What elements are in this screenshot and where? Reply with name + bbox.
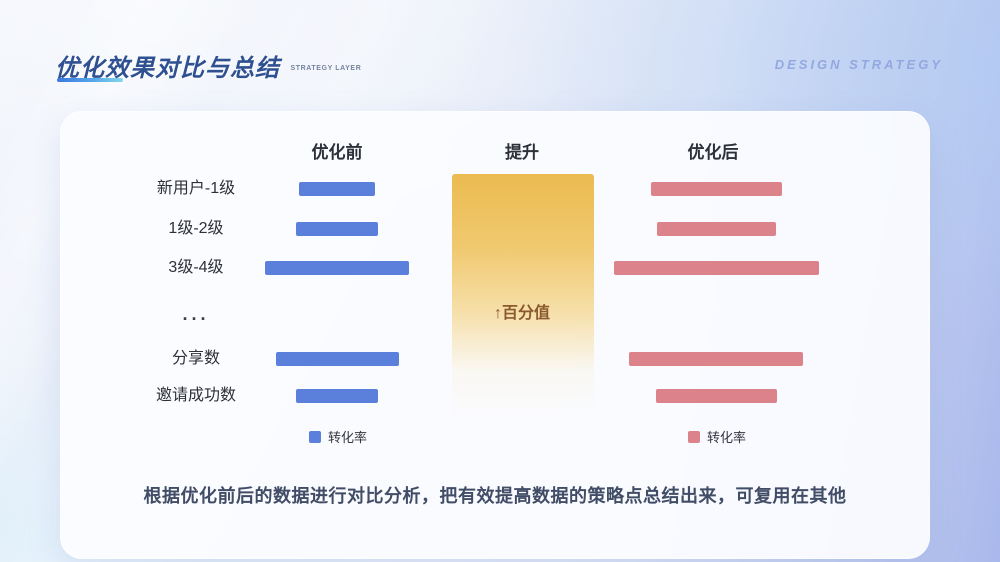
summary-text: 根据优化前后的数据进行对比分析，把有效提高数据的策略点总结出来，可复用在其他 <box>143 486 847 506</box>
legend-label: 转化率 <box>327 430 368 445</box>
column-header-lift: 提升 <box>505 143 539 162</box>
bar-after <box>629 352 803 366</box>
page-title: 优化效果对比与总结 <box>55 55 280 82</box>
legend-swatch-red <box>687 430 700 443</box>
bar-after <box>614 261 819 275</box>
row-separator-dots: ··· <box>182 309 210 329</box>
bar-after <box>651 182 782 196</box>
bar-before <box>296 389 378 403</box>
legend-label: 转化率 <box>706 430 747 445</box>
row-label: 新用户-1级 <box>156 180 236 197</box>
bar-after <box>657 222 776 236</box>
bar-before <box>265 261 409 275</box>
bar-before <box>276 352 399 366</box>
title-underline <box>57 78 123 82</box>
legend: 转化率 <box>687 427 747 446</box>
comparison-card: 优化前 提升 优化后 ↑百分值 新用户-1级 1级-2级 3级-4级 ··· 分享数邀请… <box>60 111 930 559</box>
page-header: 优化效果对比与总结 STRATEGY LAYER <box>55 48 361 83</box>
bar-before <box>296 222 378 236</box>
row-label: 3级-4级 <box>168 259 224 276</box>
row-label: 邀请成功数 <box>155 387 237 404</box>
legend: 转化率 <box>308 427 368 446</box>
bar-before <box>299 182 375 196</box>
lift-gradient-panel <box>452 174 594 420</box>
legend-swatch-blue <box>308 430 321 443</box>
column-header-after: 优化后 <box>687 143 739 162</box>
row-label: 1级-2级 <box>168 220 224 237</box>
row-label: 分享数 <box>171 350 221 367</box>
column-header-before: 优化前 <box>311 143 363 162</box>
watermark-text: DESIGN STRATEGY <box>774 57 943 72</box>
lift-label: ↑百分值 <box>493 305 551 322</box>
title-tagline: STRATEGY LAYER <box>290 65 362 72</box>
bar-after <box>656 389 777 403</box>
